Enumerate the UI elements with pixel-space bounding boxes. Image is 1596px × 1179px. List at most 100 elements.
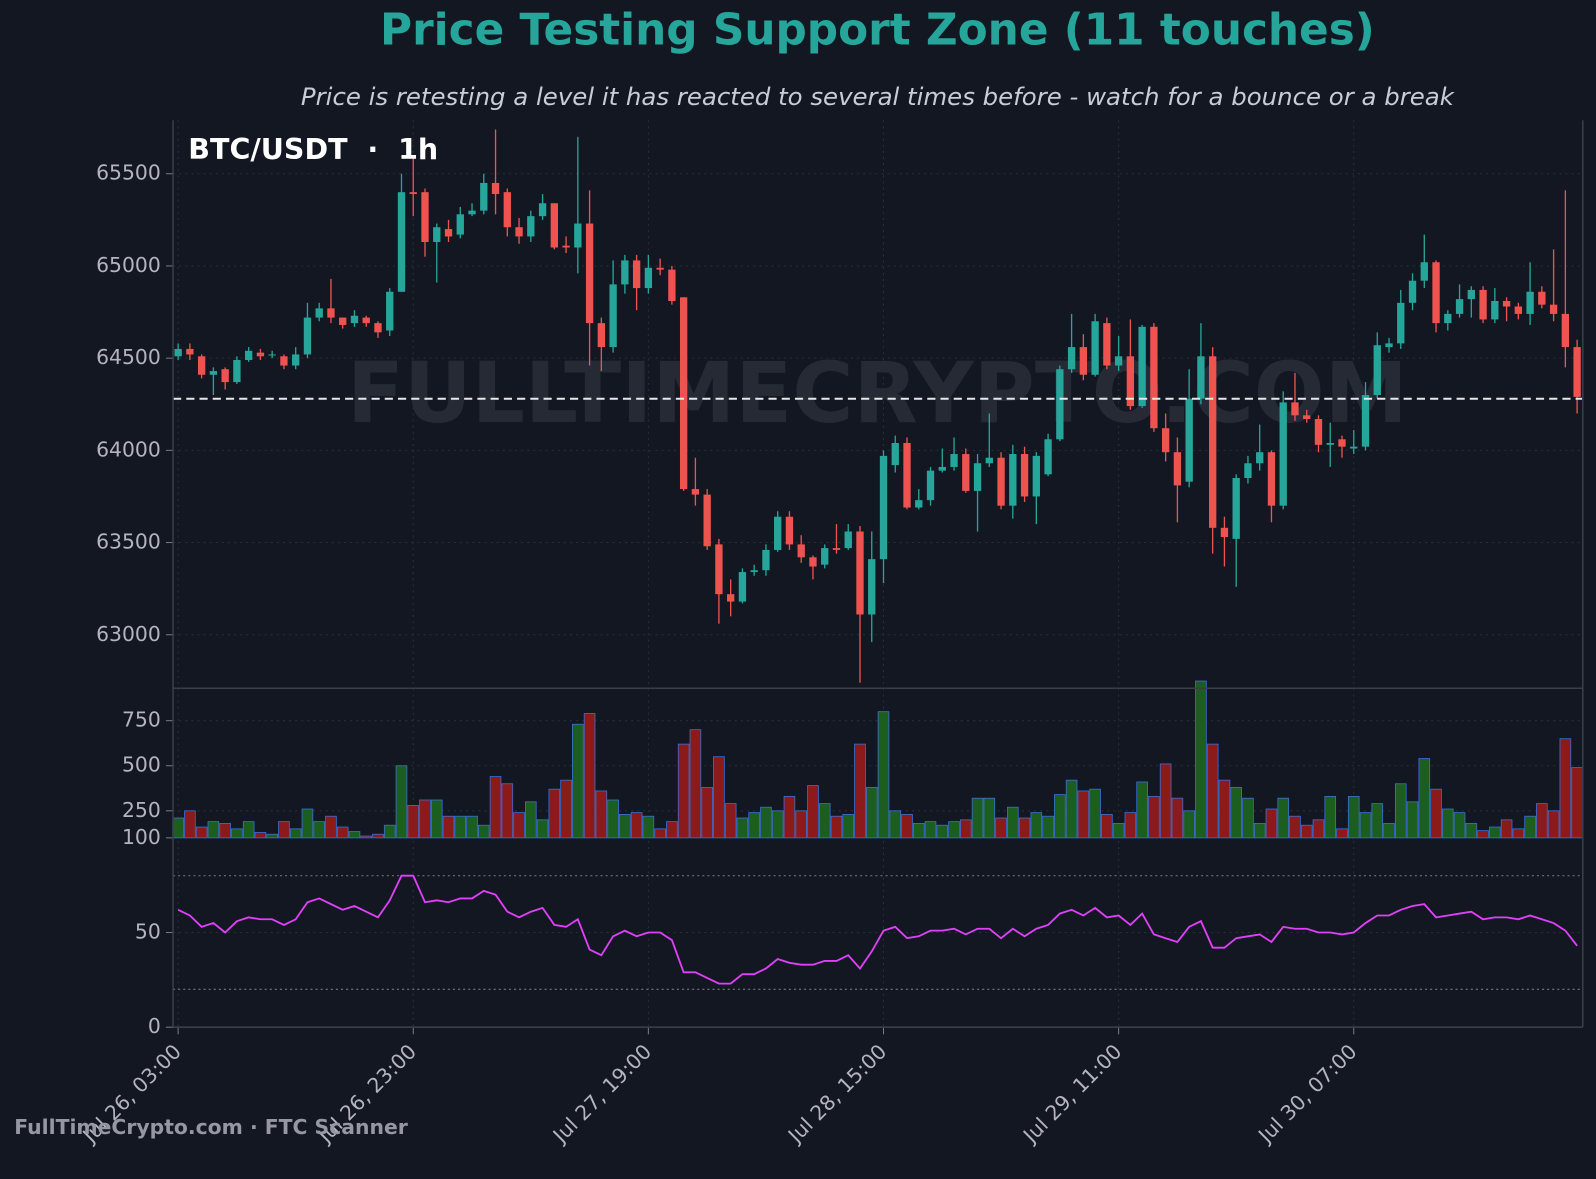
volume-bar xyxy=(783,795,796,839)
volume-bar xyxy=(278,821,290,839)
candle-body xyxy=(703,494,711,547)
candle-body xyxy=(268,354,276,356)
candle-body xyxy=(574,223,582,248)
candle-body xyxy=(844,531,852,549)
y-tick-label: 750 xyxy=(122,708,161,732)
candle-body xyxy=(926,470,935,501)
candle-body xyxy=(715,544,723,595)
y-tick-label: 64000 xyxy=(96,437,161,461)
volume-bar xyxy=(313,821,326,839)
volume-bar xyxy=(454,815,467,839)
volume-bar xyxy=(630,812,643,839)
candle-body xyxy=(397,192,406,292)
volume-bar xyxy=(442,815,455,839)
volume-bar xyxy=(1089,788,1101,839)
candle-body xyxy=(186,348,194,355)
volume-bar xyxy=(854,743,866,839)
candle-body xyxy=(962,454,970,491)
candle-body xyxy=(1020,454,1029,497)
volume-bar xyxy=(1406,801,1419,839)
volume-bar xyxy=(760,806,772,839)
candle-body xyxy=(1267,452,1276,506)
candle-body xyxy=(997,457,1005,506)
y-tick-label: 50 xyxy=(135,920,161,944)
volume-bar xyxy=(1077,790,1090,839)
volume-bar xyxy=(1512,828,1525,839)
volume-bar xyxy=(1101,814,1113,839)
volume-bar xyxy=(1489,826,1501,839)
watermark: FULLTIMECRYPTO.COM xyxy=(347,345,1408,442)
candle-body xyxy=(1209,356,1217,528)
candle-body xyxy=(1232,478,1240,539)
candle-body xyxy=(480,182,488,211)
volume-bar xyxy=(1547,810,1560,839)
volume-bar xyxy=(959,819,972,839)
candle-body xyxy=(1126,356,1135,407)
y-tick-label: 500 xyxy=(122,753,161,777)
candle-body xyxy=(691,489,700,495)
volume-bar xyxy=(666,821,678,839)
candle-body xyxy=(1361,395,1370,447)
volume-bar xyxy=(1465,823,1478,839)
volume-bar xyxy=(724,803,737,839)
volume-bar xyxy=(1277,797,1290,839)
volume-bar xyxy=(1112,823,1125,839)
candle-body xyxy=(1385,343,1393,348)
candle-body xyxy=(197,356,206,375)
volume-bar xyxy=(1242,797,1254,839)
volume-bar xyxy=(1300,824,1313,839)
volume-bar xyxy=(948,821,960,839)
volume-bar xyxy=(795,810,808,839)
volume-bar xyxy=(995,817,1007,839)
candle-body xyxy=(1161,428,1170,453)
volume-bar xyxy=(689,729,702,839)
candle-body xyxy=(1079,347,1088,375)
candle-body xyxy=(174,348,182,357)
volume-bar xyxy=(901,814,913,839)
volume-bar xyxy=(713,756,725,839)
pair-label: BTC/USDT · 1h xyxy=(188,133,438,166)
volume-bar xyxy=(466,815,478,839)
volume-bar xyxy=(1312,819,1325,839)
candle-body xyxy=(527,216,535,237)
volume-bar xyxy=(1265,808,1278,839)
volume-bar xyxy=(1477,830,1489,839)
candle-body xyxy=(209,371,218,375)
candle-body xyxy=(1138,326,1146,407)
candle-body xyxy=(1279,402,1287,506)
candle-body xyxy=(1173,452,1182,486)
volume-bar xyxy=(1030,812,1043,839)
candle-body xyxy=(1526,291,1534,314)
volume-bar xyxy=(1018,817,1031,839)
candle-body xyxy=(1114,356,1123,366)
volume-bar xyxy=(301,808,314,839)
volume-bar xyxy=(501,783,514,839)
candle-body xyxy=(832,548,841,550)
candle-body xyxy=(1467,289,1475,300)
volume-bar xyxy=(1007,806,1019,839)
candle-body xyxy=(1197,356,1205,399)
candle-body xyxy=(644,267,653,289)
volume-bar xyxy=(525,801,537,839)
candle-body xyxy=(1056,369,1064,440)
candle-body xyxy=(973,463,982,491)
candle-body xyxy=(727,594,735,602)
volume-bar xyxy=(1065,779,1078,839)
candle-body xyxy=(256,352,265,357)
volume-bar xyxy=(407,805,420,839)
candle-body xyxy=(339,317,347,325)
candle-body xyxy=(1067,347,1076,370)
volume-bar xyxy=(360,835,373,839)
volume-bar xyxy=(184,810,196,839)
candle-body xyxy=(585,223,594,324)
volume-bar xyxy=(195,826,208,839)
candle-body xyxy=(809,557,817,567)
chart-title: Price Testing Support Zone (11 touches) xyxy=(380,5,1375,56)
candle-body xyxy=(233,359,241,383)
y-tick-label: 63500 xyxy=(96,530,161,554)
volume-bar xyxy=(477,824,490,839)
candle-body xyxy=(950,454,958,467)
candle-body xyxy=(632,260,641,289)
candle-body xyxy=(244,350,253,360)
volume-bar xyxy=(654,828,666,839)
